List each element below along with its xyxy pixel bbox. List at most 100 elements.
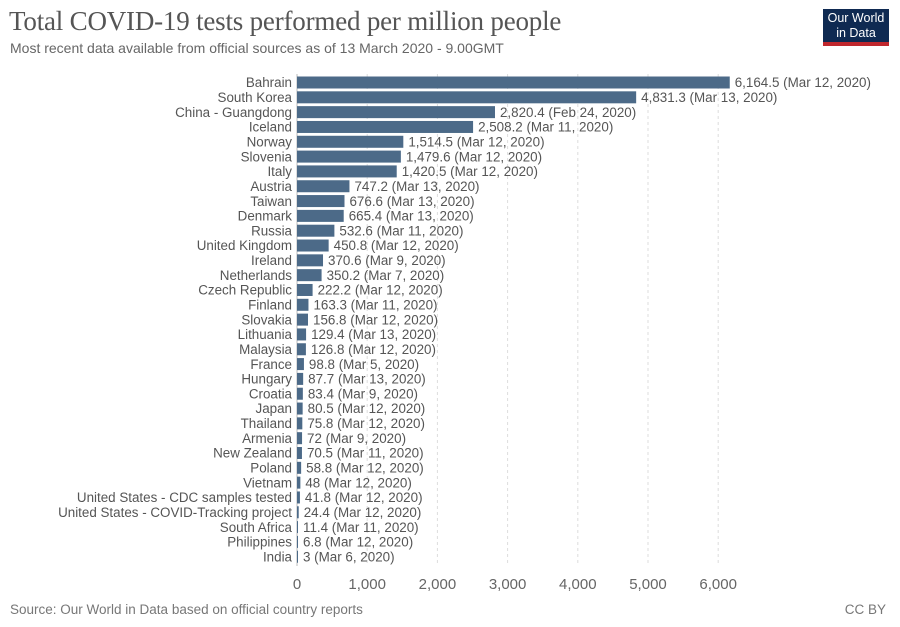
category-label: Ireland xyxy=(251,253,292,268)
bar[interactable] xyxy=(297,313,309,326)
value-label: 2,820.4 (Feb 24, 2020) xyxy=(500,105,636,120)
bar[interactable] xyxy=(297,106,495,119)
bar[interactable] xyxy=(297,135,404,148)
category-label: Thailand xyxy=(241,416,292,431)
bar[interactable] xyxy=(297,550,298,563)
x-tick-label: 2,000 xyxy=(419,576,457,593)
license-link[interactable]: CC BY xyxy=(844,602,886,617)
value-labels: 6,164.5 (Mar 12, 2020)4,831.3 (Mar 13, 2… xyxy=(303,75,871,564)
value-label: 1,420.5 (Mar 12, 2020) xyxy=(402,164,538,179)
value-label: 156.8 (Mar 12, 2020) xyxy=(313,312,438,327)
category-label: Bahrain xyxy=(246,75,292,90)
value-label: 72 (Mar 9, 2020) xyxy=(307,431,406,446)
chart-subtitle: Most recent data available from official… xyxy=(10,40,504,56)
value-label: 126.8 (Mar 12, 2020) xyxy=(311,342,436,357)
category-label: Croatia xyxy=(249,386,293,401)
category-label: South Africa xyxy=(220,520,293,535)
x-tick-label: 5,000 xyxy=(629,576,667,593)
bar[interactable] xyxy=(297,447,302,459)
value-label: 24.4 (Mar 12, 2020) xyxy=(304,505,422,520)
bar[interactable] xyxy=(297,76,730,89)
bar[interactable] xyxy=(297,165,397,178)
category-label: Iceland xyxy=(249,120,292,135)
value-label: 163.3 (Mar 11, 2020) xyxy=(313,298,437,313)
bar[interactable] xyxy=(297,328,307,341)
value-label: 665.4 (Mar 13, 2020) xyxy=(349,209,474,224)
x-tick-label: 3,000 xyxy=(489,576,527,593)
value-label: 1,479.6 (Mar 12, 2020) xyxy=(406,149,542,164)
bar[interactable] xyxy=(297,343,306,356)
category-label: Netherlands xyxy=(220,268,293,283)
bar[interactable] xyxy=(297,535,298,548)
value-label: 87.7 (Mar 13, 2020) xyxy=(308,372,426,387)
bar[interactable] xyxy=(297,91,637,104)
category-label: Armenia xyxy=(242,431,292,446)
bar[interactable] xyxy=(297,402,303,415)
category-label: India xyxy=(263,549,293,564)
value-label: 6.8 (Mar 12, 2020) xyxy=(303,535,413,550)
x-tick-label: 0 xyxy=(293,576,301,593)
bar[interactable] xyxy=(297,461,302,474)
category-label: Poland xyxy=(250,461,292,476)
bar[interactable] xyxy=(297,269,322,282)
category-label: Italy xyxy=(267,164,292,179)
bar[interactable] xyxy=(297,283,313,296)
category-label: Norway xyxy=(247,134,293,149)
bar[interactable] xyxy=(297,224,335,237)
bar[interactable] xyxy=(297,254,324,267)
bar[interactable] xyxy=(297,432,303,445)
bar[interactable] xyxy=(297,239,329,252)
category-label: Slovakia xyxy=(241,312,292,327)
value-label: 747.2 (Mar 13, 2020) xyxy=(354,179,479,194)
category-label: Philippines xyxy=(227,535,292,550)
value-label: 75.8 (Mar 12, 2020) xyxy=(307,416,425,431)
category-label: Slovenia xyxy=(241,149,293,164)
value-label: 532.6 (Mar 11, 2020) xyxy=(339,223,463,238)
bar[interactable] xyxy=(297,491,300,504)
value-label: 129.4 (Mar 13, 2020) xyxy=(311,327,436,342)
value-label: 58.8 (Mar 12, 2020) xyxy=(306,461,424,476)
bar[interactable] xyxy=(297,417,303,430)
value-label: 1,514.5 (Mar 12, 2020) xyxy=(408,134,544,149)
category-label: Japan xyxy=(256,401,292,416)
bar[interactable] xyxy=(297,476,301,489)
value-label: 6,164.5 (Mar 12, 2020) xyxy=(735,75,871,90)
chart-title: Total COVID-19 tests performed per milli… xyxy=(9,6,562,36)
source-note[interactable]: Source: Our World in Data based on offic… xyxy=(10,602,363,617)
value-label: 80.5 (Mar 12, 2020) xyxy=(308,401,426,416)
value-label: 4,831.3 (Mar 13, 2020) xyxy=(641,90,777,105)
x-tick-label: 1,000 xyxy=(348,576,386,593)
value-label: 450.8 (Mar 12, 2020) xyxy=(334,238,459,253)
category-label: Malaysia xyxy=(239,342,292,357)
value-label: 3 (Mar 6, 2020) xyxy=(303,549,395,564)
bar[interactable] xyxy=(297,387,303,400)
bar[interactable] xyxy=(297,372,304,385)
logo-line-1: Our World xyxy=(827,11,885,25)
bar[interactable] xyxy=(297,150,401,163)
category-label: France xyxy=(250,357,292,372)
bar[interactable] xyxy=(297,298,309,311)
bar[interactable] xyxy=(297,358,304,371)
category-label: Vietnam xyxy=(243,475,292,490)
value-label: 2,508.2 (Mar 11, 2020) xyxy=(478,120,613,135)
value-label: 48 (Mar 12, 2020) xyxy=(305,475,411,490)
value-label: 676.6 (Mar 13, 2020) xyxy=(349,194,474,209)
owid-logo[interactable]: Our World in Data xyxy=(823,9,889,46)
category-label: Denmark xyxy=(238,209,293,224)
bar[interactable] xyxy=(297,521,298,534)
value-label: 350.2 (Mar 7, 2020) xyxy=(327,268,445,283)
category-label: United States - COVID-Tracking project xyxy=(58,505,292,520)
category-label: United States - CDC samples tested xyxy=(77,490,292,505)
category-label: Austria xyxy=(250,179,292,194)
value-label: 41.8 (Mar 12, 2020) xyxy=(305,490,423,505)
bar[interactable] xyxy=(297,506,299,519)
category-label: Russia xyxy=(251,223,292,238)
bar[interactable] xyxy=(297,209,344,222)
bar[interactable] xyxy=(297,120,474,133)
bar[interactable] xyxy=(297,180,350,193)
x-axis-ticks: 0 1,000 2,000 3,000 4,000 5,000 6,000 xyxy=(293,576,737,593)
value-label: 11.4 (Mar 11, 2020) xyxy=(303,520,419,535)
value-label: 83.4 (Mar 9, 2020) xyxy=(308,386,418,401)
bar[interactable] xyxy=(297,195,345,208)
